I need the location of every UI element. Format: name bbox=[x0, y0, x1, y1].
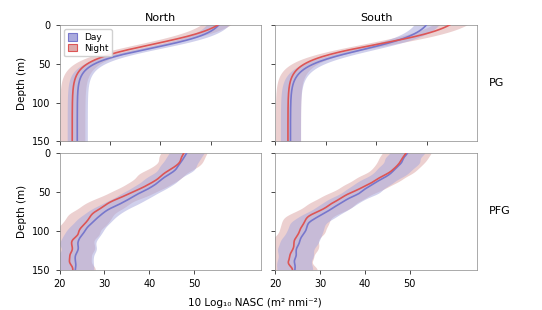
Title: North: North bbox=[145, 13, 176, 23]
Y-axis label: Depth (m): Depth (m) bbox=[17, 56, 27, 110]
Text: PG: PG bbox=[489, 78, 505, 88]
Text: 10 Log₁₀ NASC (m² nmi⁻²): 10 Log₁₀ NASC (m² nmi⁻²) bbox=[188, 299, 321, 308]
Title: South: South bbox=[360, 13, 392, 23]
Text: PFG: PFG bbox=[489, 206, 511, 216]
Legend: Day, Night: Day, Night bbox=[64, 29, 112, 56]
Y-axis label: Depth (m): Depth (m) bbox=[17, 185, 27, 238]
